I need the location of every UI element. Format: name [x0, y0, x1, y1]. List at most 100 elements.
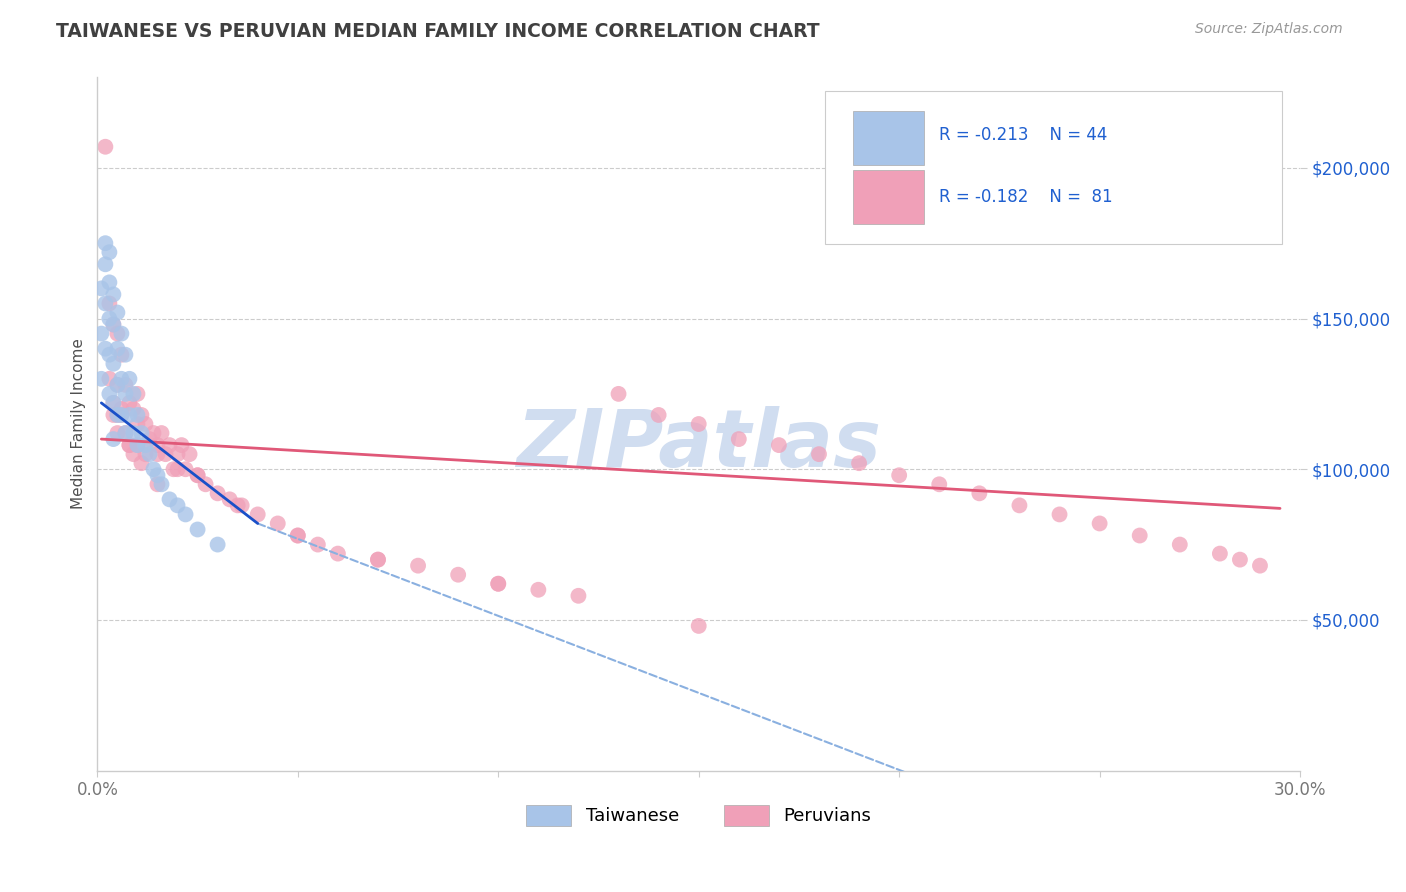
Point [928, 477, 950, 491]
Point [122, 447, 145, 461]
Point [146, 477, 169, 491]
Point [231, 499, 253, 513]
Point [98, 276, 121, 290]
Text: R = -0.213    N = 44: R = -0.213 N = 44 [939, 126, 1108, 144]
Point [122, 387, 145, 401]
Point [486, 576, 509, 591]
Point [174, 462, 197, 476]
Point [127, 438, 149, 452]
Point [134, 417, 156, 431]
Point [727, 432, 749, 446]
Point [98, 348, 121, 362]
Point [150, 425, 173, 440]
Point [118, 408, 141, 422]
Point [267, 516, 290, 531]
Point [162, 462, 184, 476]
Point [218, 492, 240, 507]
Point [170, 438, 193, 452]
Point [105, 305, 128, 319]
Point [122, 425, 145, 440]
Point [146, 438, 169, 452]
Point [138, 447, 160, 461]
Point [142, 462, 165, 476]
Point [98, 372, 121, 386]
Point [166, 447, 188, 461]
Point [155, 447, 177, 461]
Point [105, 377, 128, 392]
Point [688, 417, 710, 431]
Point [131, 408, 153, 422]
Point [127, 387, 149, 401]
Point [1008, 499, 1031, 513]
Point [159, 492, 181, 507]
Point [1129, 528, 1152, 542]
Point [1088, 516, 1111, 531]
Point [103, 396, 125, 410]
Point [134, 438, 156, 452]
Point [969, 486, 991, 500]
Point [98, 296, 121, 310]
Point [1249, 558, 1271, 573]
Point [105, 326, 128, 341]
Point [367, 552, 389, 566]
Text: TAIWANESE VS PERUVIAN MEDIAN FAMILY INCOME CORRELATION CHART: TAIWANESE VS PERUVIAN MEDIAN FAMILY INCO… [56, 22, 820, 41]
Point [447, 567, 470, 582]
Point [486, 576, 509, 591]
Point [1168, 537, 1191, 551]
Point [146, 468, 169, 483]
Point [98, 311, 121, 326]
Point [567, 589, 589, 603]
Point [127, 417, 149, 431]
Point [118, 438, 141, 452]
Point [1229, 552, 1251, 566]
Point [103, 408, 125, 422]
Point [105, 342, 128, 356]
Point [94, 296, 117, 310]
Point [118, 438, 141, 452]
Point [187, 468, 209, 483]
Point [110, 408, 132, 422]
Point [114, 425, 136, 440]
Point [179, 447, 201, 461]
Point [110, 348, 132, 362]
Point [90, 281, 112, 295]
Point [118, 396, 141, 410]
Point [187, 468, 209, 483]
Point [105, 408, 128, 422]
Point [103, 357, 125, 371]
Point [110, 372, 132, 386]
Point [114, 387, 136, 401]
Text: Source: ZipAtlas.com: Source: ZipAtlas.com [1195, 22, 1343, 37]
Point [110, 401, 132, 416]
Point [287, 528, 309, 542]
Y-axis label: Median Family Income: Median Family Income [72, 339, 86, 509]
Point [159, 438, 181, 452]
Point [647, 408, 669, 422]
Point [146, 447, 169, 461]
Point [406, 558, 429, 573]
Point [122, 401, 145, 416]
Point [105, 408, 128, 422]
Point [131, 456, 153, 470]
Point [105, 425, 128, 440]
Point [607, 387, 630, 401]
Point [307, 537, 329, 551]
Point [187, 523, 209, 537]
Point [142, 425, 165, 440]
Point [103, 396, 125, 410]
Point [166, 462, 188, 476]
Point [103, 318, 125, 332]
Point [127, 438, 149, 452]
Point [114, 377, 136, 392]
Point [326, 547, 349, 561]
Point [90, 372, 112, 386]
Point [1049, 508, 1071, 522]
Point [110, 408, 132, 422]
Point [103, 432, 125, 446]
Point [807, 447, 830, 461]
Point [131, 425, 153, 440]
Point [134, 447, 156, 461]
Point [118, 372, 141, 386]
Point [94, 342, 117, 356]
Point [105, 377, 128, 392]
